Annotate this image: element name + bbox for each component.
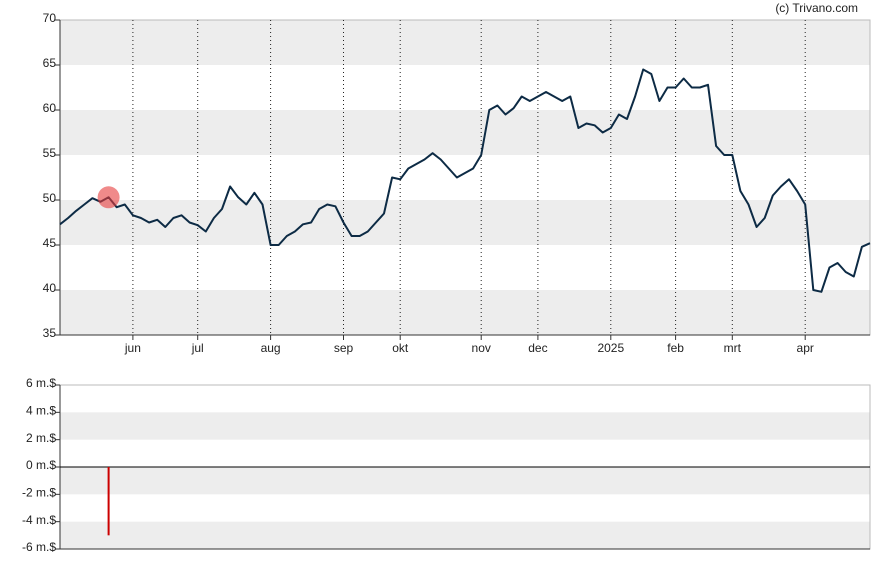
y-tick-label: 60 bbox=[43, 101, 57, 115]
y-tick-label: 55 bbox=[43, 146, 57, 160]
x-tick-label: jun bbox=[124, 341, 141, 355]
x-tick-label: apr bbox=[797, 341, 814, 355]
y-tick-label: 35 bbox=[43, 326, 57, 340]
y-tick-label: 2 m.$ bbox=[26, 431, 56, 445]
band bbox=[60, 467, 870, 495]
y-tick-label: -6 m.$ bbox=[22, 540, 56, 554]
y-tick-label: 45 bbox=[43, 236, 57, 250]
band bbox=[60, 412, 870, 440]
y-tick-label: 40 bbox=[43, 281, 57, 295]
price-line bbox=[59, 68, 871, 293]
band bbox=[60, 20, 870, 65]
x-tick-label: okt bbox=[392, 341, 409, 355]
x-tick-label: sep bbox=[334, 341, 354, 355]
transaction-marker bbox=[97, 186, 120, 209]
y-tick-label: 65 bbox=[43, 56, 57, 70]
x-tick-label: dec bbox=[528, 341, 547, 355]
y-tick-label: 50 bbox=[43, 191, 57, 205]
band bbox=[60, 290, 870, 335]
band bbox=[60, 110, 870, 155]
x-tick-label: nov bbox=[472, 341, 491, 355]
x-tick-label: feb bbox=[667, 341, 684, 355]
plot-frame bbox=[59, 19, 871, 336]
x-tick-label: aug bbox=[261, 341, 281, 355]
y-tick-label: 4 m.$ bbox=[26, 404, 56, 418]
credit: (c) Trivano.com bbox=[775, 1, 858, 15]
y-tick-label: -2 m.$ bbox=[22, 486, 56, 500]
band bbox=[60, 200, 870, 245]
x-tick-label: 2025 bbox=[597, 341, 624, 355]
y-tick-label: 0 m.$ bbox=[26, 458, 56, 472]
x-tick-label: jul bbox=[191, 341, 204, 355]
y-tick-label: 6 m.$ bbox=[26, 376, 56, 390]
band bbox=[60, 521, 870, 549]
x-tick-label: mrt bbox=[724, 341, 742, 355]
bar bbox=[107, 467, 110, 536]
y-tick-label: -4 m.$ bbox=[22, 513, 56, 527]
y-tick-label: 70 bbox=[43, 11, 57, 25]
